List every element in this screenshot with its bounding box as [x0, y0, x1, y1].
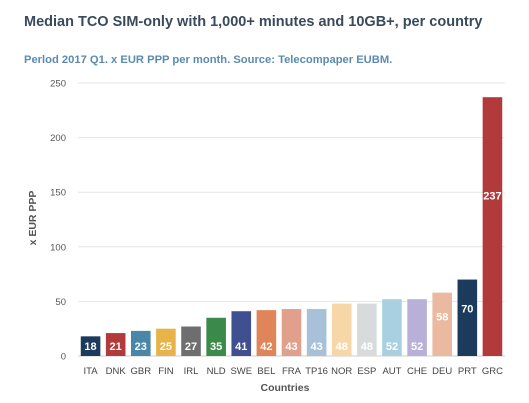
x-tick-label: AUT [382, 366, 401, 377]
bar [357, 303, 377, 356]
bar-value-label: 237 [483, 191, 501, 203]
bar-value-label: 43 [285, 341, 297, 353]
x-tick-label: PRT [458, 366, 477, 377]
bar-value-label: 48 [336, 341, 348, 353]
bar [156, 328, 176, 356]
x-tick-label: ITA [84, 366, 99, 377]
bar [482, 97, 503, 357]
bar-value-label: 48 [361, 341, 373, 353]
bar [331, 303, 352, 356]
bar [407, 299, 427, 356]
bar-value-label: 41 [235, 341, 247, 353]
bar [130, 330, 151, 356]
x-tick-label: NOR [331, 366, 352, 377]
x-tick-label: TP16 [305, 366, 328, 377]
bar [80, 336, 101, 356]
y-tick-label: 200 [50, 133, 66, 144]
x-tick-label: IRL [184, 366, 199, 377]
x-tick-label: FRA [282, 366, 302, 377]
bar-value-label: 58 [436, 312, 448, 324]
bar-value-label: 52 [386, 341, 398, 353]
x-tick-label: GRC [482, 366, 503, 377]
x-tick-label: ESP [357, 366, 376, 377]
bar [256, 310, 277, 356]
bar-value-label: 52 [411, 341, 423, 353]
bar [306, 309, 327, 356]
chart-subtitle: Perlod 2017 Q1. x EUR PPP per month. Sou… [24, 54, 393, 66]
bars [80, 97, 503, 357]
bar-value-label: 43 [310, 341, 322, 353]
x-tick-label: NLD [207, 366, 226, 377]
x-tick-label: BEL [257, 366, 275, 377]
y-tick-label: 0 [61, 352, 66, 363]
x-tick-label: DNK [106, 366, 127, 377]
x-tick-label: CHE [407, 366, 427, 377]
bar-value-label: 23 [135, 341, 147, 353]
bar [457, 279, 478, 356]
bar [231, 311, 252, 356]
bar [206, 317, 226, 356]
bar [382, 299, 402, 356]
x-axis-title: Countries [260, 382, 309, 394]
y-axis-title: x EUR PPP [27, 191, 39, 246]
y-tick-label: 250 [50, 79, 66, 90]
bar [281, 309, 302, 356]
bar [181, 326, 201, 356]
y-tick-label: 50 [55, 297, 66, 308]
bar-value-label: 21 [110, 341, 122, 353]
bar-value-label: 27 [185, 341, 197, 353]
labels: 18 ITA 21 DNK 23 GBR 25 FIN 27 IRL 35 NLD 41 SWE 42 BEL… [84, 191, 504, 377]
x-tick-label: SWE [230, 366, 252, 377]
bar-value-label: 42 [260, 341, 272, 353]
y-tick-label: 100 [50, 242, 66, 253]
bar [432, 292, 453, 356]
chart-title: Median TCO SIM-only with 1,000+ minutes … [24, 14, 483, 30]
bar-value-label: 70 [461, 304, 473, 316]
y-tick-label: 150 [50, 188, 66, 199]
bar [105, 333, 126, 356]
x-tick-label: FIN [158, 366, 173, 377]
bar-value-label: 25 [160, 341, 172, 353]
x-tick-label: GBR [130, 366, 151, 377]
bar-value-label: 18 [84, 341, 96, 353]
bar-value-label: 35 [210, 341, 222, 353]
x-tick-label: DEU [432, 366, 452, 377]
